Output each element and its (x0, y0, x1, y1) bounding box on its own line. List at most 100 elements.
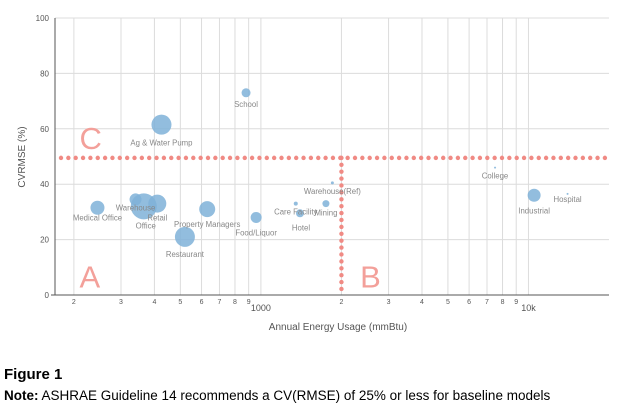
data-point (241, 88, 251, 98)
threshold-vertical-dot (339, 210, 344, 216)
x-tick-label: 7 (485, 299, 489, 306)
y-tick-label: 40 (40, 180, 49, 189)
figure-note-label: Note: (4, 388, 39, 403)
threshold-vertical-dot (339, 176, 344, 181)
threshold-horizontal-dot (205, 155, 211, 161)
x-tick-label: 2 (339, 299, 343, 306)
threshold-horizontal-dot (404, 155, 409, 161)
threshold-vertical-dot (339, 231, 344, 236)
threshold-horizontal-dot (323, 155, 328, 161)
threshold-horizontal-dot (573, 155, 578, 161)
threshold-horizontal-dot (58, 155, 64, 161)
data-point (322, 200, 330, 208)
y-tick-label: 100 (36, 14, 50, 23)
data-point (527, 188, 541, 202)
threshold-horizontal-dot (161, 155, 167, 161)
region-label: B (360, 260, 381, 295)
data-point-label: Hotel (292, 223, 310, 232)
data-point (199, 201, 216, 218)
threshold-horizontal-dot (102, 155, 108, 161)
threshold-horizontal-dot (507, 155, 512, 161)
threshold-horizontal-dot (227, 155, 233, 161)
x-tick-label: 7 (218, 299, 222, 306)
data-point (250, 211, 262, 223)
data-point (148, 194, 167, 213)
data-point-label: Warehouse (116, 203, 156, 212)
threshold-horizontal-dot (242, 155, 247, 161)
y-axis-label: CVRMSE (%) (17, 126, 28, 187)
threshold-horizontal-dot (426, 155, 431, 161)
threshold-vertical-dot (339, 217, 344, 223)
threshold-horizontal-dot (485, 155, 490, 161)
x-tick-label: 9 (514, 299, 518, 306)
x-tick-label: 10k (521, 303, 536, 313)
threshold-horizontal-dot (499, 155, 505, 161)
threshold-vertical-dot (339, 155, 344, 161)
x-tick-label: 3 (119, 299, 123, 306)
data-point (295, 209, 304, 218)
threshold-horizontal-dot (147, 155, 152, 161)
x-tick-label: 9 (247, 299, 251, 306)
threshold-horizontal-dot (213, 155, 218, 161)
threshold-vertical-dot (339, 259, 344, 264)
data-point-label: Medical Office (73, 214, 122, 223)
threshold-horizontal-dot (374, 155, 380, 161)
threshold-horizontal-dot (433, 155, 439, 161)
threshold-horizontal-dot (330, 155, 336, 161)
x-tick-label: 1000 (251, 303, 271, 313)
threshold-horizontal-dot (418, 155, 424, 161)
threshold-horizontal-dot (360, 155, 365, 161)
threshold-horizontal-dot (220, 155, 225, 161)
threshold-vertical-dot (339, 252, 344, 257)
threshold-horizontal-dot (345, 155, 350, 161)
threshold-horizontal-dot (154, 155, 159, 161)
threshold-vertical-dot (339, 266, 344, 271)
threshold-layer (58, 155, 608, 292)
threshold-vertical-dot (339, 169, 344, 174)
data-point-label: College (482, 172, 508, 181)
data-point (151, 114, 172, 135)
threshold-horizontal-dot (88, 155, 93, 161)
threshold-horizontal-dot (543, 155, 549, 161)
threshold-horizontal-dot (595, 155, 600, 161)
threshold-horizontal-dot (169, 155, 174, 161)
region-label-layer: C A B (80, 121, 381, 294)
threshold-horizontal-dot (235, 155, 240, 161)
threshold-horizontal-dot (477, 155, 483, 161)
threshold-horizontal-dot (602, 155, 608, 161)
threshold-horizontal-dot (257, 155, 262, 161)
threshold-horizontal-dot (124, 155, 130, 161)
threshold-horizontal-dot (294, 155, 299, 161)
y-tick-label: 80 (40, 69, 49, 78)
x-tick-label: 6 (200, 299, 204, 306)
threshold-horizontal-dot (470, 155, 475, 161)
threshold-horizontal-dot (396, 155, 402, 161)
figure-note: Note: ASHRAE Guideline 14 recommends a C… (4, 388, 550, 403)
threshold-vertical-dot (339, 203, 344, 209)
threshold-vertical-dot (339, 272, 344, 278)
data-point-label: Warehouse(Ref) (304, 187, 361, 196)
threshold-horizontal-dot (514, 155, 519, 161)
data-point-label: Industrial (518, 206, 550, 215)
threshold-horizontal-dot (565, 155, 571, 161)
data-point-label: Food/Liquor (235, 228, 277, 237)
x-tick-label: 2 (72, 299, 76, 306)
x-axis-label: Annual Energy Usage (mmBtu) (269, 322, 407, 333)
threshold-horizontal-dot (95, 155, 100, 161)
threshold-vertical-dot (339, 190, 344, 195)
data-point-label: Hospital (553, 195, 581, 204)
x-tick-label: 8 (233, 299, 237, 306)
threshold-horizontal-dot (117, 155, 123, 161)
threshold-vertical-dot (339, 197, 344, 202)
region-label: A (80, 260, 101, 295)
threshold-horizontal-dot (66, 155, 71, 161)
threshold-horizontal-dot (191, 155, 196, 161)
threshold-horizontal-dot (441, 155, 446, 161)
threshold-vertical-dot (339, 183, 344, 188)
y-tick-label: 0 (45, 291, 50, 300)
threshold-horizontal-dot (110, 155, 115, 161)
x-tick-label: 5 (178, 299, 182, 306)
data-point-label: Mining (314, 209, 337, 218)
